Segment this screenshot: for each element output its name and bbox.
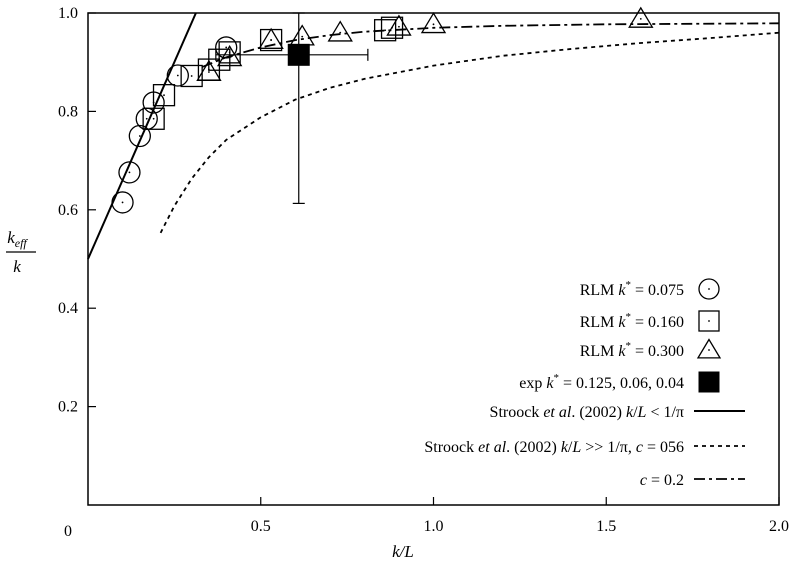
origin-tick-label: 0	[64, 523, 72, 540]
legend-label: RLM k* = 0.160	[580, 311, 684, 331]
marker-center-dot	[270, 39, 273, 41]
marker-center-dot	[708, 349, 710, 351]
data-point-circle-0-0	[111, 191, 134, 214]
marker-center-dot	[152, 117, 155, 120]
ticks-layer: 0.5 1.0 1.5 2.0 0.2 0.4 0.6 0.8 1.0	[58, 5, 789, 535]
marker-center-dot	[708, 288, 710, 290]
data-point-triangle-2-2	[258, 27, 284, 49]
marker-center-dot	[384, 29, 387, 32]
marker-triangle	[216, 44, 243, 67]
marker-triangle	[327, 20, 353, 42]
marker-filled-square	[698, 371, 720, 393]
marker-triangle	[696, 338, 722, 359]
data-point-triangle-2-0	[196, 59, 222, 81]
marker-triangle	[420, 12, 447, 34]
x-tick-label: 2.0	[769, 518, 789, 535]
marker-center-dot	[121, 201, 124, 204]
legend-marker-triangle	[696, 338, 722, 359]
marker-center-dot	[432, 23, 435, 26]
svg-text:k: k	[13, 257, 21, 276]
data-point-square-1-7	[373, 19, 397, 42]
marker-triangle	[289, 24, 315, 46]
marker-square	[218, 41, 241, 64]
marker-triangle	[386, 14, 412, 36]
marker-circle	[698, 278, 720, 300]
data-point-circle-0-6	[215, 36, 238, 59]
data-point-triangle-2-3	[289, 24, 315, 46]
y-tick-label: 1.0	[58, 5, 78, 22]
marker-center-dot	[339, 31, 342, 34]
data-point-triangle-2-4	[327, 20, 353, 42]
legend-label: RLM k* = 0.075	[580, 279, 684, 299]
data-point-square-1-5	[218, 41, 241, 64]
marker-center-dot	[163, 94, 165, 97]
marker-triangle	[258, 27, 284, 49]
data-point-circle-0-2	[128, 124, 151, 148]
curve-dotted-1	[159, 31, 780, 234]
svg-text:keff: keff	[7, 228, 28, 250]
data-point-square-1-0	[142, 107, 165, 130]
marker-triangle	[196, 59, 222, 81]
legend-label: Stroock et al. (2002) k/L < 1/π	[490, 404, 684, 421]
y-tick-label: 0.4	[58, 300, 78, 317]
marker-center-dot	[301, 35, 304, 38]
marker-center-dot	[225, 46, 228, 49]
marker-square	[180, 64, 203, 88]
marker-circle	[111, 191, 134, 214]
legend-label: exp k* = 0.125, 0.06, 0.04	[519, 372, 684, 392]
data-point-triangle-2-5	[386, 14, 412, 36]
data-point-square-1-1	[152, 84, 176, 107]
marker-circle	[118, 161, 141, 184]
y-axis-title: keff k	[6, 228, 36, 276]
y-tick-label: 0.8	[58, 103, 78, 120]
marker-center-dot	[190, 75, 193, 77]
data-point-circle-0-1	[118, 161, 141, 184]
marker-square	[373, 19, 397, 42]
markers-layer	[111, 6, 654, 214]
data-point-filled-square-3-0	[287, 43, 310, 66]
marker-center-dot	[138, 135, 141, 137]
marker-center-dot	[639, 18, 642, 20]
marker-center-dot	[176, 74, 179, 77]
marker-square	[380, 16, 404, 39]
x-tick-label: 0.5	[251, 518, 271, 535]
marker-square	[152, 84, 176, 107]
y-tick-label: 0.6	[58, 202, 78, 219]
x-axis-title: k/L	[392, 542, 414, 561]
x-tick-label: 1.0	[424, 518, 444, 535]
legend-label: c = 0.2	[640, 472, 684, 489]
x-tick-label: 1.5	[596, 518, 616, 535]
data-point-triangle-2-6	[420, 12, 447, 34]
legend-marker-filled-square	[698, 371, 720, 393]
legend-label: Stroock et al. (2002) k/L >> 1/π, c = 05…	[424, 439, 684, 456]
legend-marker-circle	[698, 278, 720, 300]
marker-center-dot	[398, 25, 400, 28]
data-point-triangle-2-1	[216, 44, 243, 67]
marker-square	[698, 310, 720, 332]
marker-center-dot	[128, 171, 131, 174]
marker-circle	[128, 124, 151, 148]
legend-label: RLM k* = 0.300	[580, 340, 684, 360]
marker-center-dot	[228, 51, 231, 54]
curves-layer	[87, 12, 780, 260]
marker-square	[142, 107, 165, 130]
data-point-square-1-2	[180, 64, 203, 88]
marker-center-dot	[145, 117, 148, 120]
marker-triangle	[628, 6, 654, 28]
marker-circle	[215, 36, 238, 59]
legend-marker-square	[698, 310, 720, 332]
marker-center-dot	[228, 56, 231, 59]
curve-solid-0	[87, 12, 197, 260]
marker-center-dot	[208, 71, 210, 73]
y-tick-label: 0.2	[58, 399, 78, 416]
marker-filled-square	[287, 43, 310, 66]
data-point-circle-0-5	[166, 64, 189, 87]
legend-layer: RLM k* = 0.075 RLM k* = 0.160 RLM k* = 0.3…	[424, 278, 745, 489]
data-point-triangle-2-7	[628, 6, 654, 28]
marker-center-dot	[708, 320, 710, 322]
marker-circle	[166, 64, 189, 87]
